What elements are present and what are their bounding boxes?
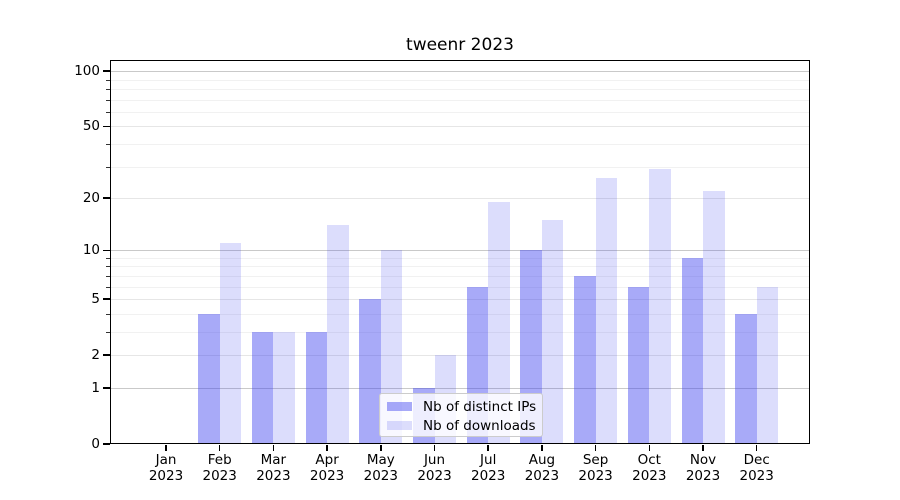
gridline-60 xyxy=(111,111,809,113)
y-minor-tick-4 xyxy=(106,313,110,315)
y-minor-tick-9 xyxy=(106,257,110,259)
bar-ips-mar xyxy=(251,331,274,443)
x-tick-mark-feb xyxy=(218,444,221,451)
gridline-2 xyxy=(111,355,809,357)
bar-downloads-dec xyxy=(756,286,779,443)
gridline-9 xyxy=(111,257,809,259)
bar-ips-apr xyxy=(305,331,328,443)
gridline-50 xyxy=(111,126,809,128)
gridline-7 xyxy=(111,275,809,277)
x-tick-mark-may xyxy=(380,444,382,451)
y-minor-tick-40 xyxy=(106,143,110,145)
bar-downloads-aug xyxy=(541,219,564,443)
y-minor-tick-6 xyxy=(106,286,110,288)
x-tick-mark-jan xyxy=(165,444,167,451)
y-minor-tick-8 xyxy=(106,266,110,268)
y-minor-tick-70 xyxy=(106,99,110,101)
legend-swatch-downloads-icon xyxy=(387,421,412,430)
y-tick-label-5: 5 xyxy=(91,291,100,308)
gridline-3 xyxy=(111,331,809,333)
x-tick-label-jul: Jul 2023 xyxy=(471,452,506,484)
x-tick-label-apr: Apr 2023 xyxy=(309,452,345,484)
x-tick-mark-apr xyxy=(326,444,328,451)
gridline-8 xyxy=(111,266,809,268)
x-tick-label-mar: Mar 2023 xyxy=(256,452,291,484)
gridline-70 xyxy=(111,99,809,101)
bar-downloads-nov xyxy=(703,190,725,443)
y-minor-tick-80 xyxy=(106,88,110,90)
gridline-6 xyxy=(111,286,809,288)
y-tick-mark-1 xyxy=(103,387,110,389)
y-tick-label-20: 20 xyxy=(82,190,100,206)
bar-downloads-oct xyxy=(649,169,671,443)
y-tick-label-0: 0 xyxy=(91,436,100,452)
y-tick-mark-100 xyxy=(103,70,110,72)
y-minor-tick-60 xyxy=(106,111,110,113)
bar-downloads-feb xyxy=(219,243,242,443)
legend-item-distinct-ips: Nb of distinct IPs xyxy=(380,397,542,416)
bar-ips-feb xyxy=(198,313,220,443)
bar-ips-dec xyxy=(735,313,757,443)
gridline-5 xyxy=(111,299,809,301)
bar-downloads-apr xyxy=(327,225,349,443)
bar-ips-nov xyxy=(681,257,703,443)
gridline-10 xyxy=(111,250,809,252)
bar-ips-sep xyxy=(574,275,596,443)
y-minor-tick-3 xyxy=(106,331,110,333)
bar-ips-may xyxy=(359,299,381,443)
x-tick-mark-dec xyxy=(755,444,758,451)
y-tick-label-10: 10 xyxy=(82,242,100,259)
y-minor-tick-7 xyxy=(106,275,110,277)
y-tick-mark-50 xyxy=(103,125,110,128)
gridline-1 xyxy=(111,387,809,389)
x-tick-mark-jul xyxy=(487,444,489,451)
legend-swatch-distinct-ips-icon xyxy=(387,402,412,411)
x-tick-label-nov: Nov 2023 xyxy=(685,452,721,484)
gridline-30 xyxy=(111,166,809,168)
x-tick-mark-mar xyxy=(272,444,275,451)
x-tick-mark-jun xyxy=(433,444,436,451)
x-tick-label-jan: Jan 2023 xyxy=(148,452,184,484)
bar-downloads-sep xyxy=(595,177,618,443)
x-tick-label-dec: Dec 2023 xyxy=(739,452,774,484)
bar-downloads-jul xyxy=(488,201,510,443)
x-tick-mark-sep xyxy=(594,444,597,451)
y-tick-mark-0 xyxy=(103,443,110,445)
y-tick-mark-5 xyxy=(103,298,110,300)
bar-downloads-mar xyxy=(273,331,295,443)
legend-label-downloads: Nb of downloads xyxy=(423,417,536,434)
plot-area xyxy=(110,60,810,444)
x-tick-label-jun: Jun 2023 xyxy=(417,452,452,484)
gridline-100 xyxy=(111,71,809,73)
x-tick-label-oct: Oct 2023 xyxy=(632,452,667,484)
x-tick-label-sep: Sep 2023 xyxy=(578,452,613,484)
gridline-40 xyxy=(111,143,809,145)
bar-ips-oct xyxy=(627,286,650,443)
x-tick-label-feb: Feb 2023 xyxy=(202,452,237,484)
gridline-90 xyxy=(111,79,809,81)
x-tick-label-may: May 2023 xyxy=(363,452,398,484)
gridline-20 xyxy=(111,198,809,199)
x-tick-mark-nov xyxy=(702,444,704,451)
y-tick-label-1: 1 xyxy=(91,379,100,396)
chart-title: tweenr 2023 xyxy=(406,35,514,55)
x-tick-mark-aug xyxy=(541,444,543,451)
y-minor-tick-90 xyxy=(106,79,110,81)
x-tick-label-aug: Aug 2023 xyxy=(524,452,560,484)
y-tick-mark-2 xyxy=(103,354,110,356)
y-tick-mark-10 xyxy=(103,249,110,251)
legend-item-downloads: Nb of downloads xyxy=(380,416,542,435)
y-minor-tick-30 xyxy=(106,166,110,168)
x-tick-mark-oct xyxy=(648,444,651,451)
y-tick-label-2: 2 xyxy=(91,347,100,364)
gridline-4 xyxy=(111,313,809,315)
gridline-80 xyxy=(111,88,809,90)
legend: Nb of distinct IPs Nb of downloads xyxy=(379,393,543,437)
legend-label-distinct-ips: Nb of distinct IPs xyxy=(423,398,537,415)
y-tick-label-100: 100 xyxy=(74,63,100,80)
y-tick-label-50: 50 xyxy=(82,118,100,135)
y-tick-mark-20 xyxy=(103,197,110,199)
